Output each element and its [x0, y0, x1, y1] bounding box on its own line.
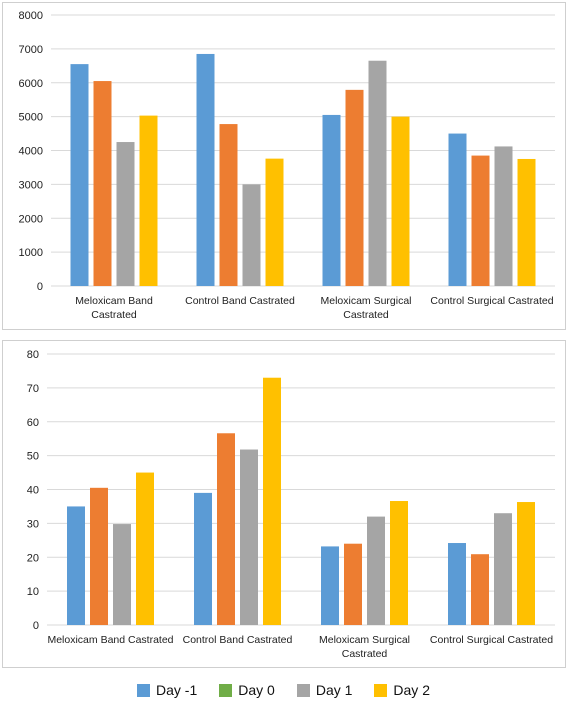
chart-legend: Day -1 Day 0 Day 1 Day 2	[0, 680, 567, 700]
x-category-label: Control Surgical Castrated	[430, 295, 553, 307]
legend-item-day-1: Day 1	[296, 682, 353, 698]
bar-day-2-control-band-castrated	[265, 158, 284, 286]
legend-label: Day 1	[315, 682, 353, 698]
bar-day-2-meloxicam-band-castrated	[139, 115, 158, 286]
legend-item-day-2: Day 2	[374, 682, 430, 698]
bar-day-1-control-band-castrated	[240, 449, 258, 625]
bar-chart-bottom: 0 10 20 30 40 50 60 70 80 Meloxicam Band Castrate…	[27, 349, 555, 660]
legend-swatch	[374, 683, 388, 697]
bar-day-1-control-band-castrated	[196, 53, 215, 286]
x-category-label: Castrated	[343, 309, 389, 321]
bar-day-0-meloxicam-surgical-castrated	[344, 543, 362, 625]
bar-day-0-meloxicam-band-castrated	[93, 81, 112, 287]
bar-day-1-control-band-castrated	[194, 492, 212, 625]
legend-item-day-minus-1: Day -1	[137, 682, 197, 698]
y-tick-label: 8000	[19, 10, 43, 22]
bar-day-1-meloxicam-band-castrated	[70, 64, 89, 287]
bar-day-1-control-surgical-castrated	[448, 133, 467, 286]
y-tick-label: 20	[27, 552, 39, 564]
y-tick-label: 50	[27, 451, 39, 463]
x-category-label: Control Band Castrated	[183, 634, 293, 646]
legend-label: Day 0	[238, 682, 275, 698]
bar-day-1-meloxicam-surgical-castrated	[368, 60, 387, 287]
y-tick-label: 0	[37, 281, 43, 293]
y-tick-label: 80	[27, 349, 39, 361]
y-tick-label: 40	[27, 485, 39, 497]
y-tick-label: 3000	[19, 179, 43, 191]
legend-item-day-0: Day 0	[219, 682, 275, 698]
chart-panel-bottom: 0 10 20 30 40 50 60 70 80 Meloxicam Band Castrate…	[2, 340, 566, 668]
bar-day-1-meloxicam-band-castrated	[113, 524, 131, 625]
chart-panel-top: 0 1000 2000 3000 4000 5000 6000 7000 8000 Meloxic…	[2, 2, 566, 330]
legend-swatch	[137, 683, 151, 697]
bar-day-0-control-surgical-castrated	[471, 554, 489, 625]
bar-day-0-control-surgical-castrated	[471, 155, 490, 286]
y-tick-label: 0	[33, 620, 39, 632]
x-category-label: Meloxicam Surgical	[320, 295, 411, 307]
x-category-label: Castrated	[342, 648, 388, 660]
bar-day-1-meloxicam-band-castrated	[116, 142, 135, 286]
y-tick-label: 4000	[19, 146, 43, 158]
y-tick-label: 70	[27, 383, 39, 395]
bar-day-1-meloxicam-surgical-castrated	[321, 546, 339, 625]
legend-swatch	[219, 683, 233, 697]
y-tick-label: 1000	[19, 247, 43, 259]
bar-day-1-meloxicam-surgical-castrated	[322, 114, 341, 287]
y-tick-label: 60	[27, 417, 39, 429]
x-category-label: Meloxicam Band Castrated	[47, 634, 173, 646]
bar-day-0-meloxicam-surgical-castrated	[345, 89, 364, 287]
bar-day-1-control-surgical-castrated	[448, 543, 466, 625]
bar-day-0-control-band-castrated	[217, 433, 235, 625]
legend-swatch	[296, 683, 310, 697]
x-category-label: Meloxicam Band	[75, 295, 153, 307]
x-category-label: Control Band Castrated	[185, 295, 295, 307]
bar-day-0-meloxicam-band-castrated	[90, 487, 108, 625]
y-tick-label: 5000	[19, 112, 43, 124]
y-tick-label: 2000	[19, 213, 43, 225]
y-tick-label: 7000	[19, 44, 43, 56]
bar-day-2-control-surgical-castrated	[517, 158, 536, 286]
y-tick-label: 6000	[19, 78, 43, 90]
bar-day-2-meloxicam-surgical-castrated	[390, 501, 408, 625]
x-category-label: Meloxicam Surgical	[319, 634, 410, 646]
bar-day-1-control-surgical-castrated	[494, 146, 513, 286]
y-tick-label: 30	[27, 518, 39, 530]
bar-day-1-control-surgical-castrated	[494, 513, 512, 625]
bar-chart-top: 0 1000 2000 3000 4000 5000 6000 7000 8000 Meloxic…	[19, 10, 555, 321]
bar-day-2-meloxicam-band-castrated	[136, 472, 154, 625]
legend-label: Day 2	[393, 682, 430, 698]
bar-day-1-control-band-castrated	[242, 184, 261, 286]
bar-day-0-control-band-castrated	[219, 124, 238, 286]
bar-day-1-meloxicam-band-castrated	[67, 506, 85, 625]
legend-label: Day -1	[156, 682, 198, 698]
bar-day-2-control-band-castrated	[263, 377, 281, 625]
x-category-label: Control Surgical Castrated	[430, 634, 553, 646]
bar-day-1-meloxicam-surgical-castrated	[367, 516, 385, 625]
x-category-label: Castrated	[91, 309, 137, 321]
bar-day-2-control-surgical-castrated	[517, 502, 535, 625]
bar-day-2-meloxicam-surgical-castrated	[391, 116, 410, 286]
y-tick-label: 10	[27, 586, 39, 598]
